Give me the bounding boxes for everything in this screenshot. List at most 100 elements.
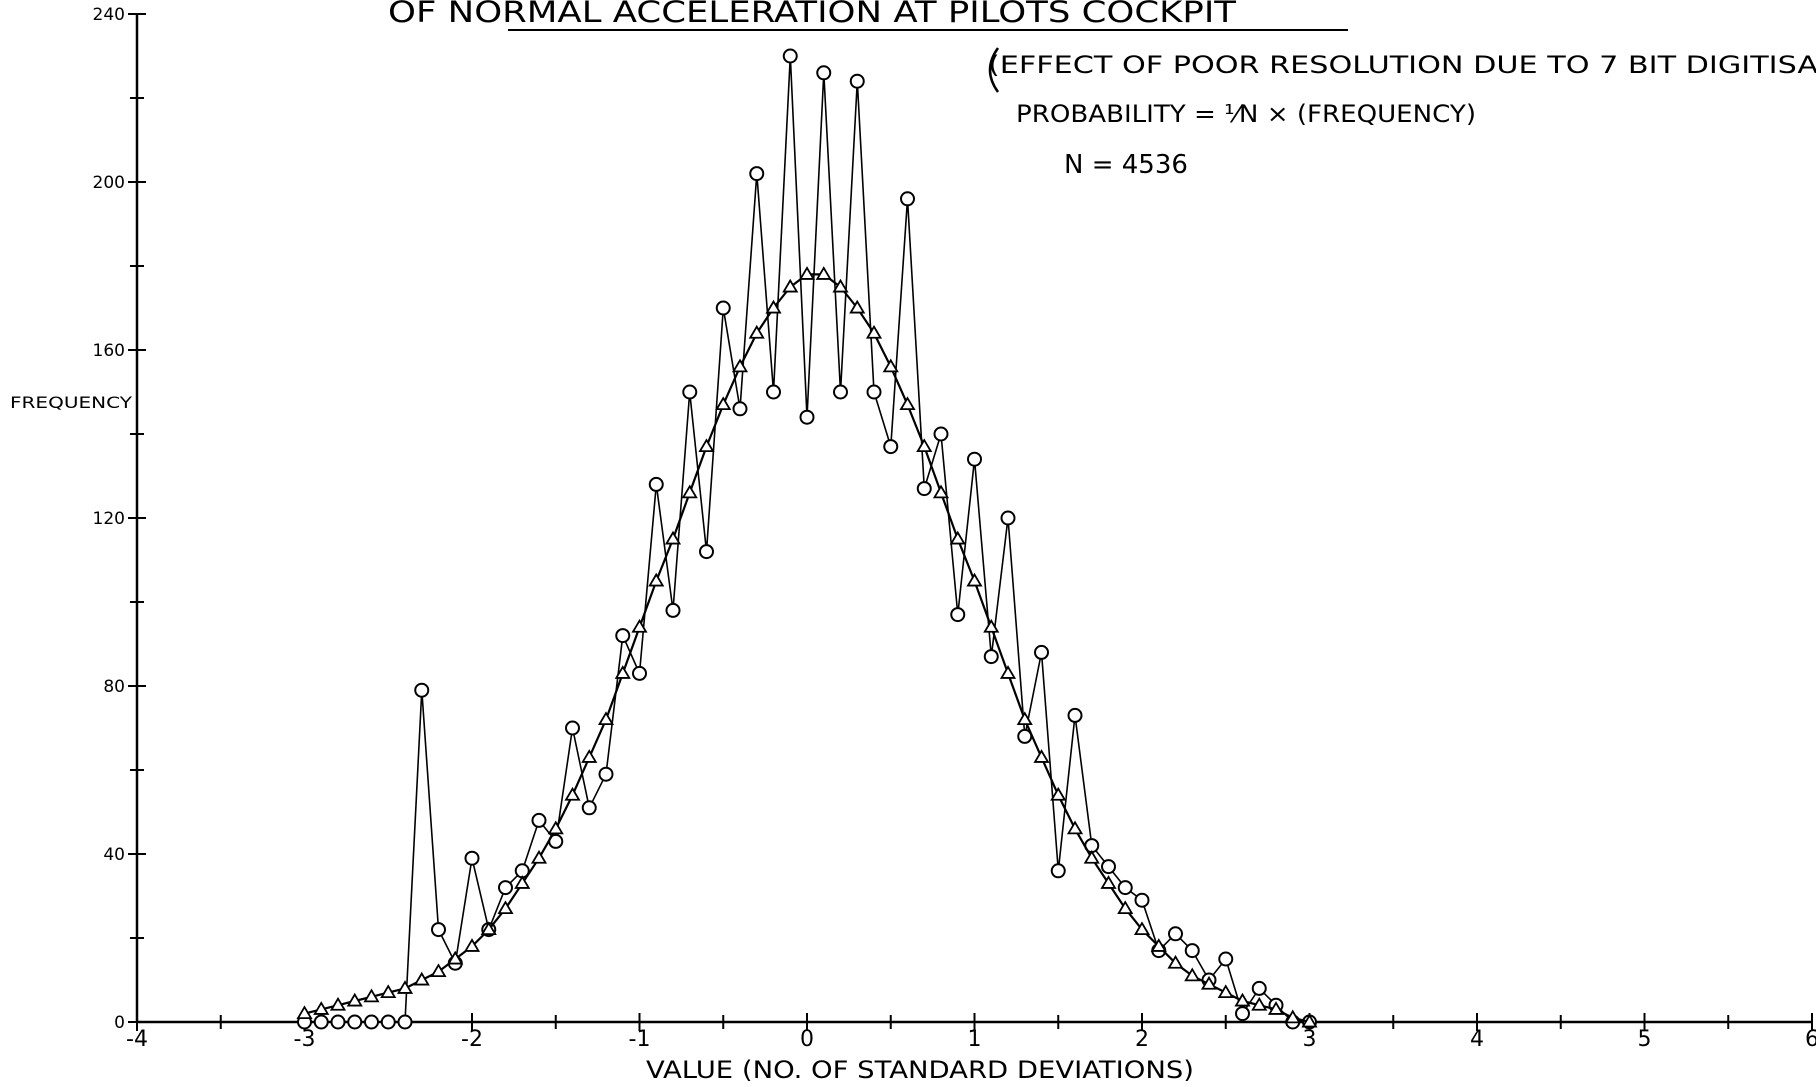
y-tick-label: 160 — [93, 341, 125, 361]
circle-series-point — [431, 922, 446, 938]
circle-series-point — [665, 602, 681, 618]
circle-series-point — [799, 409, 815, 425]
triangle-series-point — [966, 572, 983, 587]
circle-series-point — [330, 1014, 346, 1030]
x-tick-label: -3 — [294, 1027, 316, 1052]
triangle-series-point — [1083, 849, 1100, 864]
series-layer — [296, 48, 1318, 1030]
circle-series-point — [950, 607, 966, 623]
triangle-series-point — [664, 530, 682, 545]
circle-series-point — [1000, 510, 1016, 526]
triangle-series-point — [530, 849, 548, 864]
triangle-series-point — [1267, 1001, 1285, 1015]
triangle-series-point — [597, 711, 615, 726]
y-tick-label: 0 — [114, 1013, 125, 1033]
triangle-series-point — [1284, 1009, 1301, 1024]
triangle-series-point — [1117, 900, 1134, 915]
x-tick-label: 4 — [1470, 1027, 1484, 1052]
circle-series-point — [1134, 892, 1150, 908]
circle-series-point — [364, 1014, 379, 1030]
triangle-series-point — [748, 324, 765, 339]
triangle-series-point — [1184, 967, 1201, 982]
y-tick-label: 200 — [93, 173, 125, 193]
text-layer: OF NORMAL ACCELERATION AT PILOTS COCKPIT… — [10, 0, 1816, 1084]
triangle-series-point — [631, 618, 648, 633]
triangle-series-point — [447, 950, 464, 965]
y-tick-label: 240 — [93, 5, 125, 25]
circle-series-point — [464, 850, 480, 866]
circle-series-point — [1218, 951, 1234, 967]
circle-series-point — [1251, 980, 1267, 996]
x-tick-label: -2 — [461, 1027, 483, 1052]
triangle-series-point — [1200, 975, 1218, 990]
triangle-series-point — [916, 438, 933, 453]
triangle-series-point — [329, 996, 347, 1011]
circle-series-point — [749, 166, 765, 182]
triangle-series-point — [648, 572, 665, 587]
circle-series-point — [866, 384, 882, 400]
circle-series-point — [313, 1014, 329, 1030]
circle-series-point — [397, 1014, 413, 1030]
circle-series-point — [565, 720, 580, 736]
triangle-series-point — [296, 1005, 313, 1020]
triangle-series-point — [1016, 711, 1033, 726]
triangle-series-point — [731, 358, 749, 373]
triangle-series-point — [681, 484, 698, 499]
circle-series-point — [1168, 926, 1183, 942]
triangle-series-point — [983, 618, 1000, 633]
circle-series-point — [615, 628, 631, 644]
circle-series-line — [304, 55, 1310, 1023]
triangle-series-point — [849, 299, 866, 314]
triangle-series-point — [1050, 786, 1067, 801]
circle-series-point — [498, 880, 513, 896]
circle-series-point — [849, 73, 865, 89]
chart-title: OF NORMAL ACCELERATION AT PILOTS COCKPIT — [388, 0, 1236, 29]
circle-series-point — [715, 300, 731, 316]
circle-series-point — [648, 476, 664, 492]
triangle-series-point — [430, 963, 447, 978]
triangle-series-point — [765, 299, 782, 314]
triangle-series-point — [1066, 820, 1084, 835]
y-tick-label: 120 — [93, 509, 125, 529]
triangle-series-point — [999, 665, 1017, 679]
triangle-series-point — [949, 530, 966, 545]
triangle-series-point — [396, 980, 414, 994]
triangle-series-line — [304, 273, 1310, 1024]
triangle-series-point — [815, 266, 832, 280]
triangle-series-point — [564, 786, 581, 801]
triangle-series-point — [313, 1001, 330, 1015]
circle-series-point — [531, 812, 547, 828]
triangle-series-point — [1133, 921, 1151, 936]
triangle-series-point — [1217, 984, 1234, 999]
annotation-note: (EFFECT OF POOR RESOLUTION DUE TO 7 BIT … — [988, 51, 1816, 79]
circle-series-point — [1117, 880, 1133, 896]
triangle-series-point — [480, 921, 497, 936]
triangle-series-point — [1167, 954, 1184, 969]
circle-series-point — [581, 800, 597, 816]
circle-series-point — [933, 426, 949, 442]
circle-series-point — [1034, 644, 1049, 660]
x-tick-label: 1 — [968, 1027, 982, 1052]
triangle-series-point — [581, 749, 598, 763]
triangle-series-point — [1251, 996, 1268, 1011]
circle-series-point — [782, 48, 798, 64]
circle-series-point — [1050, 863, 1066, 879]
note-open-paren — [988, 47, 1000, 93]
triangle-series-point — [380, 984, 397, 999]
x-tick-label: 2 — [1135, 1027, 1149, 1052]
triangle-series-point — [1150, 938, 1167, 952]
triangle-series-point — [1100, 875, 1117, 889]
circle-series-point — [682, 384, 698, 400]
triangle-series-point — [865, 324, 883, 339]
triangle-series-point — [1301, 1013, 1318, 1028]
circle-series-point — [983, 649, 999, 665]
triangle-series-point — [882, 358, 899, 373]
circle-series-point — [347, 1014, 363, 1030]
annotation-n: N = 4536 — [1064, 150, 1188, 180]
triangle-series-point — [463, 938, 481, 952]
triangle-series-point — [798, 266, 816, 280]
triangle-series-point — [514, 875, 531, 889]
triangle-series-point — [715, 396, 732, 411]
circle-series-point — [900, 191, 915, 207]
